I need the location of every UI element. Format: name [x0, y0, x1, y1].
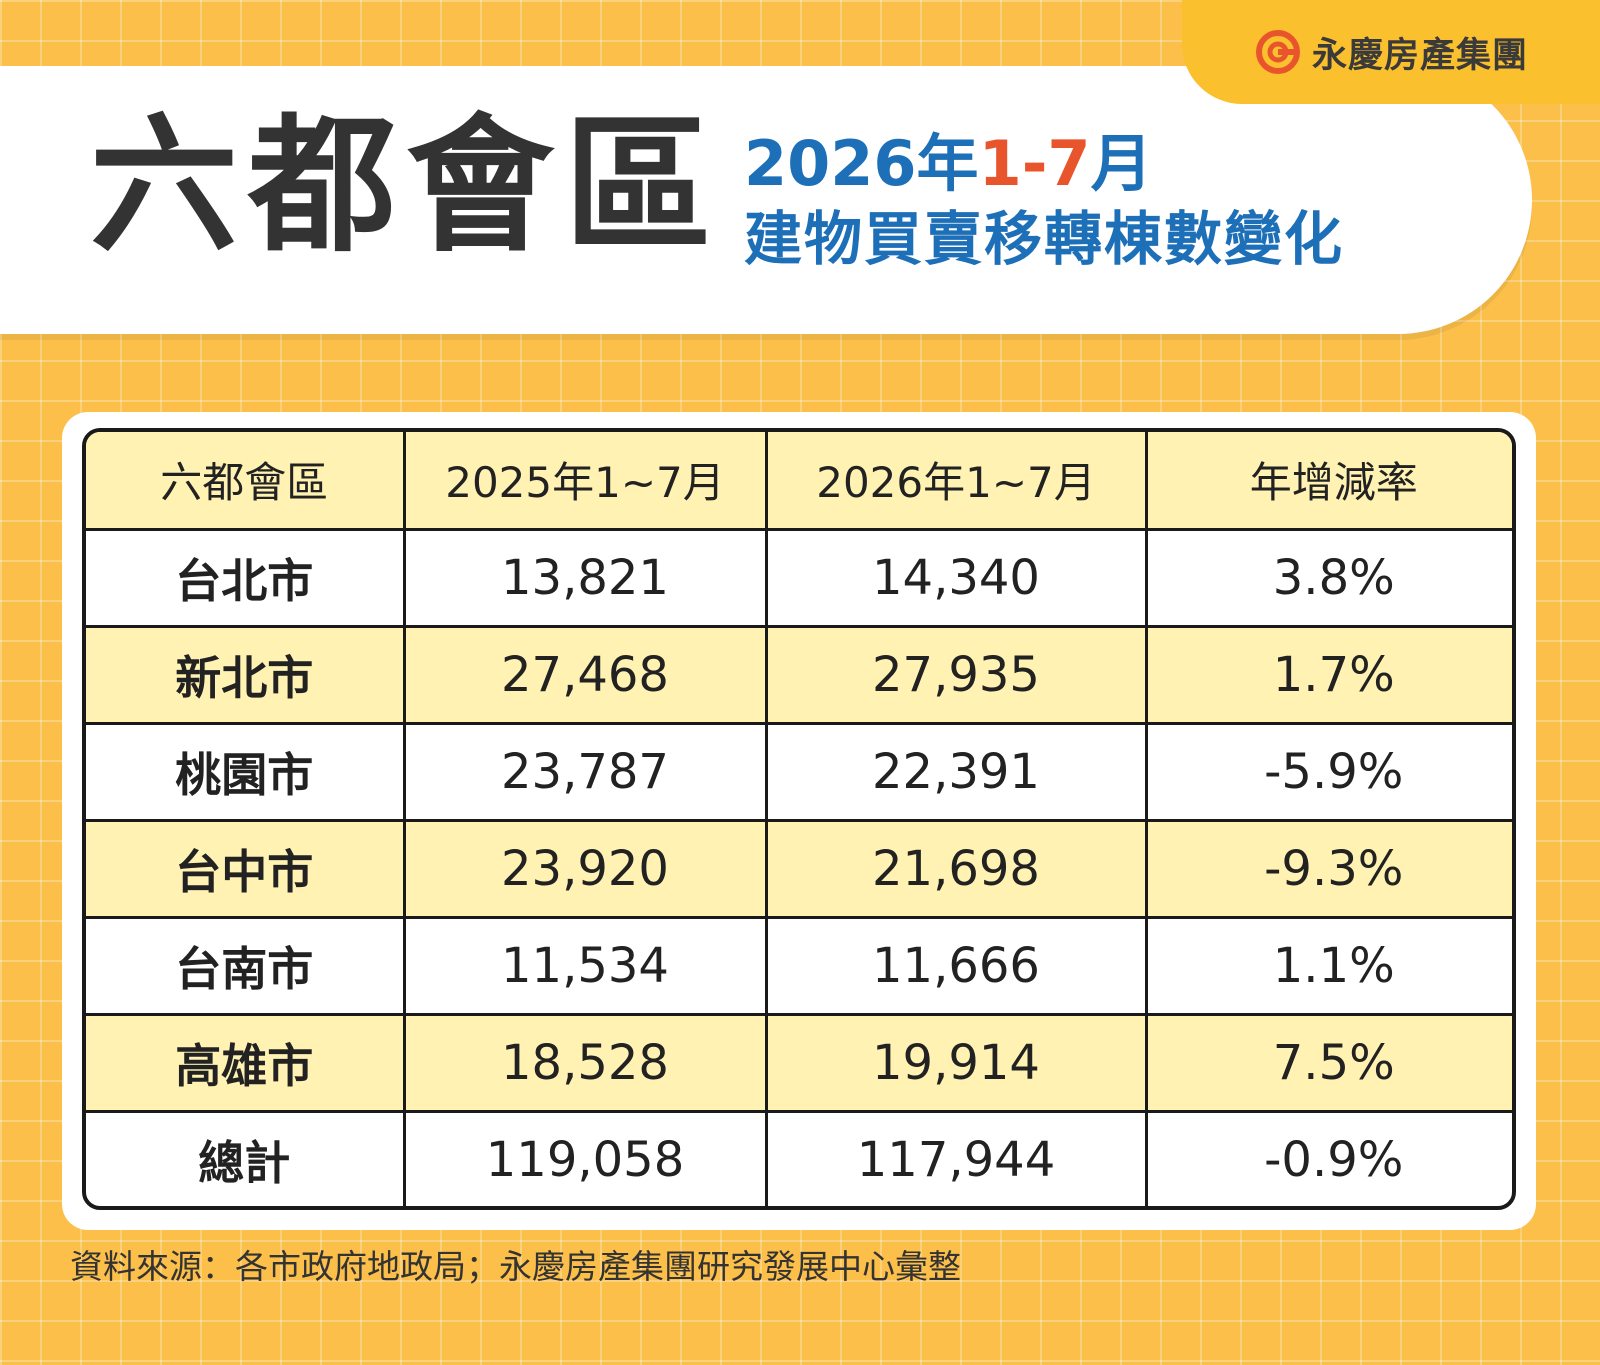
table-row: 台北市 13,821 14,340 3.8% [86, 527, 1512, 628]
table-header-row: 六都會區 2025年1~7月 2026年1~7月 年增減率 [86, 432, 1512, 531]
cell-2026: 22,391 [764, 721, 1148, 822]
subtitle-month: 月 [1090, 127, 1153, 200]
cell-2026: 27,935 [764, 624, 1148, 725]
source-note: 資料來源：各市政府地政局；永慶房產集團研究發展中心彙整 [70, 1247, 961, 1286]
subtitle-range: 1-7 [978, 127, 1091, 200]
table-total-row: 總計 119,058 117,944 -0.9% [86, 1109, 1512, 1206]
page-title: 六都會區 [90, 100, 722, 272]
cell-region: 台中市 [86, 818, 406, 919]
table-row: 桃園市 23,787 22,391 -5.9% [86, 721, 1512, 822]
cell-region: 桃園市 [86, 721, 406, 822]
cell-2026: 21,698 [764, 818, 1148, 919]
table-row: 新北市 27,468 27,935 1.7% [86, 624, 1512, 725]
cell-rate: 7.5% [1144, 1012, 1512, 1113]
table-row: 台中市 23,920 21,698 -9.3% [86, 818, 1512, 919]
header-2026: 2026年1~7月 [764, 432, 1148, 531]
header-2025: 2025年1~7月 [402, 432, 768, 531]
brand-tab: 永慶房產集團 [1182, 0, 1600, 104]
cell-region: 台南市 [86, 915, 406, 1016]
cell-rate: -0.9% [1144, 1109, 1512, 1206]
cell-rate: -5.9% [1144, 721, 1512, 822]
cell-rate: 3.8% [1144, 527, 1512, 628]
cell-2025: 13,821 [402, 527, 768, 628]
table-row: 高雄市 18,528 19,914 7.5% [86, 1012, 1512, 1113]
cell-2025: 27,468 [402, 624, 768, 725]
subtitle: 2026年1-7月 建物買賣移轉棟數變化 [744, 128, 1344, 278]
subtitle-period: 2026年1-7月 [744, 128, 1344, 200]
title-banner [0, 66, 1532, 334]
cell-region: 總計 [86, 1109, 406, 1206]
cell-2025: 23,787 [402, 721, 768, 822]
cell-2025: 11,534 [402, 915, 768, 1016]
cell-2025: 18,528 [402, 1012, 768, 1113]
cell-2026: 117,944 [764, 1109, 1148, 1206]
cell-2025: 23,920 [402, 818, 768, 919]
cell-2026: 14,340 [764, 527, 1148, 628]
swirl-logo-icon [1255, 30, 1300, 74]
cell-2025: 119,058 [402, 1109, 768, 1206]
cell-region: 新北市 [86, 624, 406, 725]
cell-rate: -9.3% [1144, 818, 1512, 919]
header-region: 六都會區 [86, 432, 406, 531]
cell-2026: 11,666 [764, 915, 1148, 1016]
cell-2026: 19,914 [764, 1012, 1148, 1113]
cell-region: 高雄市 [86, 1012, 406, 1113]
cell-region: 台北市 [86, 527, 406, 628]
data-table: 六都會區 2025年1~7月 2026年1~7月 年增減率 台北市 13,821… [82, 428, 1516, 1210]
cell-rate: 1.1% [1144, 915, 1512, 1016]
subtitle-topic: 建物買賣移轉棟數變化 [744, 205, 1345, 273]
subtitle-year: 2026年 [744, 127, 979, 200]
table-row: 台南市 11,534 11,666 1.1% [86, 915, 1512, 1016]
brand-name: 永慶房產集團 [1311, 35, 1528, 76]
cell-rate: 1.7% [1144, 624, 1512, 725]
header-rate: 年增減率 [1144, 432, 1512, 531]
